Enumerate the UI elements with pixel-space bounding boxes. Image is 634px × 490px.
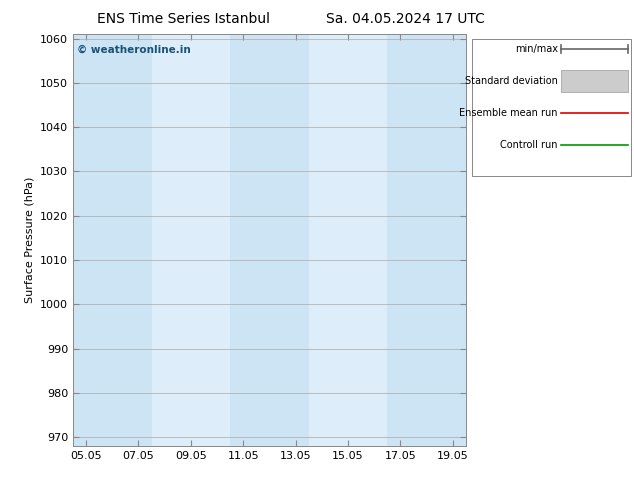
Text: min/max: min/max [515,44,558,54]
Text: Standard deviation: Standard deviation [465,76,558,86]
Text: Sa. 04.05.2024 17 UTC: Sa. 04.05.2024 17 UTC [327,12,485,26]
Bar [73,34,152,446]
Text: Ensemble mean run: Ensemble mean run [460,108,558,118]
Bar [230,34,309,446]
Bar [387,34,466,446]
Y-axis label: Surface Pressure (hPa): Surface Pressure (hPa) [24,177,34,303]
Text: © weatheronline.in: © weatheronline.in [77,45,191,54]
Text: ENS Time Series Istanbul: ENS Time Series Istanbul [98,12,270,26]
Text: Controll run: Controll run [500,140,558,149]
